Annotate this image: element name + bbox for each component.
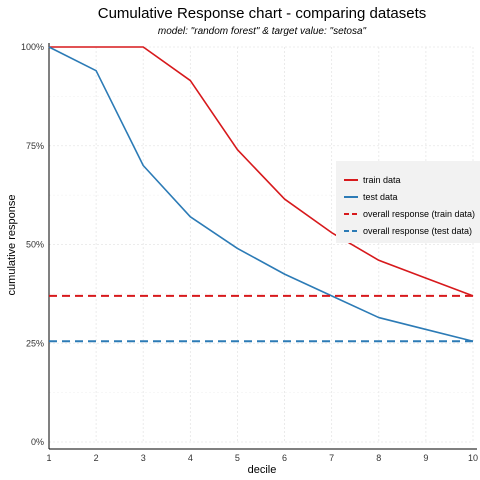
- legend: train data test data overall response (tra…: [336, 161, 480, 243]
- x-tick-label: 3: [141, 453, 146, 463]
- chart-subtitle: model: "random forest" & target value: "…: [158, 26, 367, 37]
- legend-label-4: overall response (test data): [363, 226, 472, 236]
- y-tick-label: 100%: [21, 42, 44, 52]
- legend-label-2: test data: [363, 192, 398, 202]
- legend-label-1: train data: [363, 175, 401, 185]
- x-tick-label: 5: [235, 453, 240, 463]
- x-tick-label: 7: [329, 453, 334, 463]
- x-tick-label: 10: [468, 453, 478, 463]
- series-line-2: [48, 46, 474, 343]
- tick-labels: 0% 25% 50% 75% 100% 1 2 3 4 5 6 7 8 9 10: [21, 42, 478, 463]
- y-tick-label: 50%: [26, 240, 44, 250]
- legend-background: [336, 161, 480, 243]
- x-tick-label: 9: [423, 453, 428, 463]
- x-tick-label: 1: [46, 453, 51, 463]
- y-axis-label: cumulative response: [6, 195, 18, 296]
- series-lines: [48, 46, 474, 343]
- x-axis-label: decile: [248, 464, 277, 476]
- x-tick-label: 6: [282, 453, 287, 463]
- x-tick-label: 2: [94, 453, 99, 463]
- y-tick-label: 75%: [26, 141, 44, 151]
- y-tick-label: 0%: [31, 437, 44, 447]
- x-tick-label: 4: [188, 453, 193, 463]
- chart-title: Cumulative Response chart - comparing da…: [98, 5, 427, 22]
- x-tick-label: 8: [376, 453, 381, 463]
- series-line-1: [49, 46, 474, 297]
- legend-label-3: overall response (train data): [363, 209, 475, 219]
- axes: [48, 43, 477, 450]
- y-tick-label: 25%: [26, 338, 44, 348]
- grid: [48, 46, 474, 443]
